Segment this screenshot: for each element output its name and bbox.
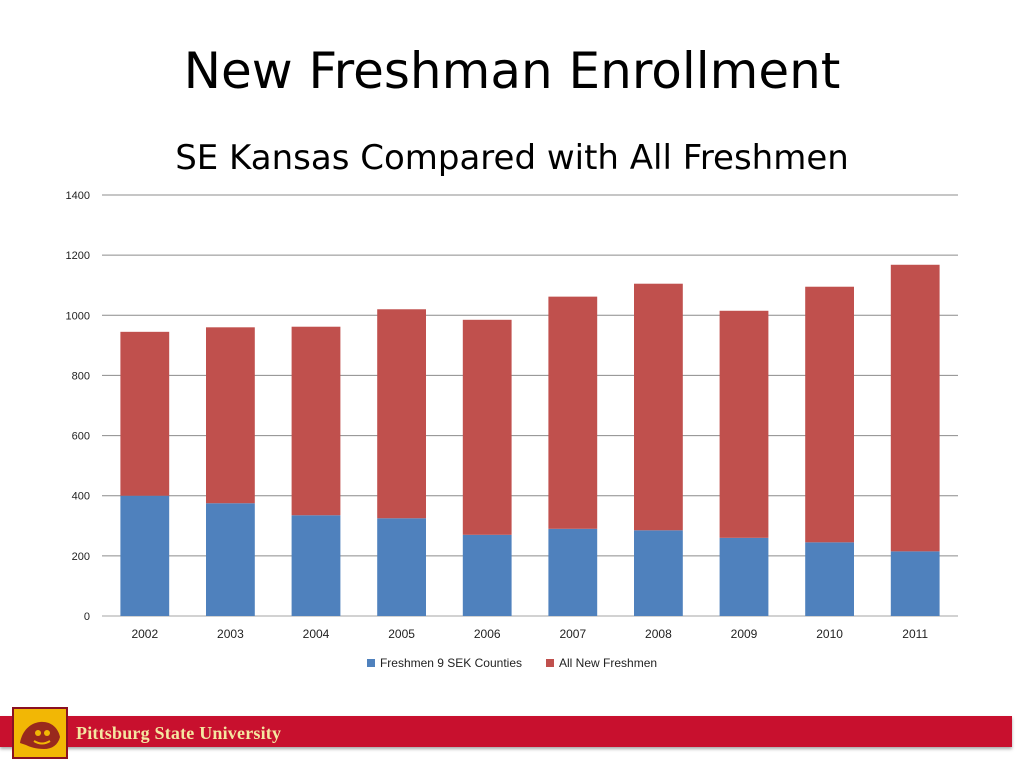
bar-sek-counties <box>890 551 940 616</box>
bar-all-new-freshmen <box>120 331 170 496</box>
bar-sek-counties <box>377 518 426 616</box>
bar-sek-counties <box>548 528 598 616</box>
x-tick-label: 2005 <box>388 627 415 641</box>
y-tick-label: 1000 <box>66 310 90 322</box>
y-tick-label: 600 <box>72 431 90 443</box>
legend-label-sek: Freshmen 9 SEK Counties <box>379 656 523 670</box>
bar-sek-counties <box>291 515 341 616</box>
x-tick-label: 2003 <box>217 627 244 641</box>
x-tick-label: 2004 <box>303 627 330 641</box>
x-tick-label: 2007 <box>559 627 586 641</box>
y-tick-label: 1200 <box>66 250 90 262</box>
slide-subtitle: SE Kansas Compared with All Freshmen <box>175 138 849 178</box>
slide-title: New Freshman Enrollment <box>183 42 841 100</box>
bar-all-new-freshmen <box>206 327 255 504</box>
bar-all-new-freshmen <box>634 283 683 531</box>
university-logo <box>12 707 68 759</box>
legend-item-all: All New Freshmen <box>546 656 657 670</box>
bar-all-new-freshmen <box>890 264 940 552</box>
legend-swatch-all <box>546 659 555 667</box>
x-tick-label: 2006 <box>474 627 501 641</box>
bar-all-new-freshmen <box>805 286 854 543</box>
x-tick-label: 2008 <box>645 627 672 641</box>
legend-swatch-sek <box>366 659 375 667</box>
legend-label-all: All New Freshmen <box>559 656 658 670</box>
bar-all-new-freshmen <box>291 326 341 516</box>
bar-sek-counties <box>120 495 170 616</box>
bar-all-new-freshmen <box>462 319 512 535</box>
university-name: Pittsburg State University <box>76 723 282 743</box>
y-tick-label: 400 <box>72 491 90 503</box>
legend-item-sek: Freshmen 9 SEK Counties <box>366 656 523 670</box>
footer-bar <box>0 716 1012 747</box>
bar-sek-counties <box>206 503 255 616</box>
bar-sek-counties <box>719 537 769 616</box>
bar-all-new-freshmen <box>548 296 598 529</box>
y-tick-label: 200 <box>72 551 90 563</box>
gorilla-mascot-icon <box>20 721 60 749</box>
bar-sek-counties <box>805 542 854 616</box>
enrollment-chart: 0 200 400 600 800 1000 1200 1400 2002 2003 2004 200… <box>66 190 958 641</box>
y-tick-label: 1400 <box>66 190 90 202</box>
x-tick-label: 2009 <box>731 627 758 641</box>
x-tick-label: 2002 <box>131 627 158 641</box>
bar-sek-counties <box>462 534 512 616</box>
y-tick-label: 800 <box>72 370 90 382</box>
y-tick-label: 0 <box>84 611 90 623</box>
x-tick-label: 2010 <box>816 627 843 641</box>
bar-all-new-freshmen <box>719 310 769 538</box>
x-tick-label: 2011 <box>902 627 928 641</box>
bar-sek-counties <box>634 530 683 616</box>
chart-legend: Freshmen 9 SEK Counties All New Freshmen <box>0 656 1024 670</box>
bar-all-new-freshmen <box>377 309 426 519</box>
